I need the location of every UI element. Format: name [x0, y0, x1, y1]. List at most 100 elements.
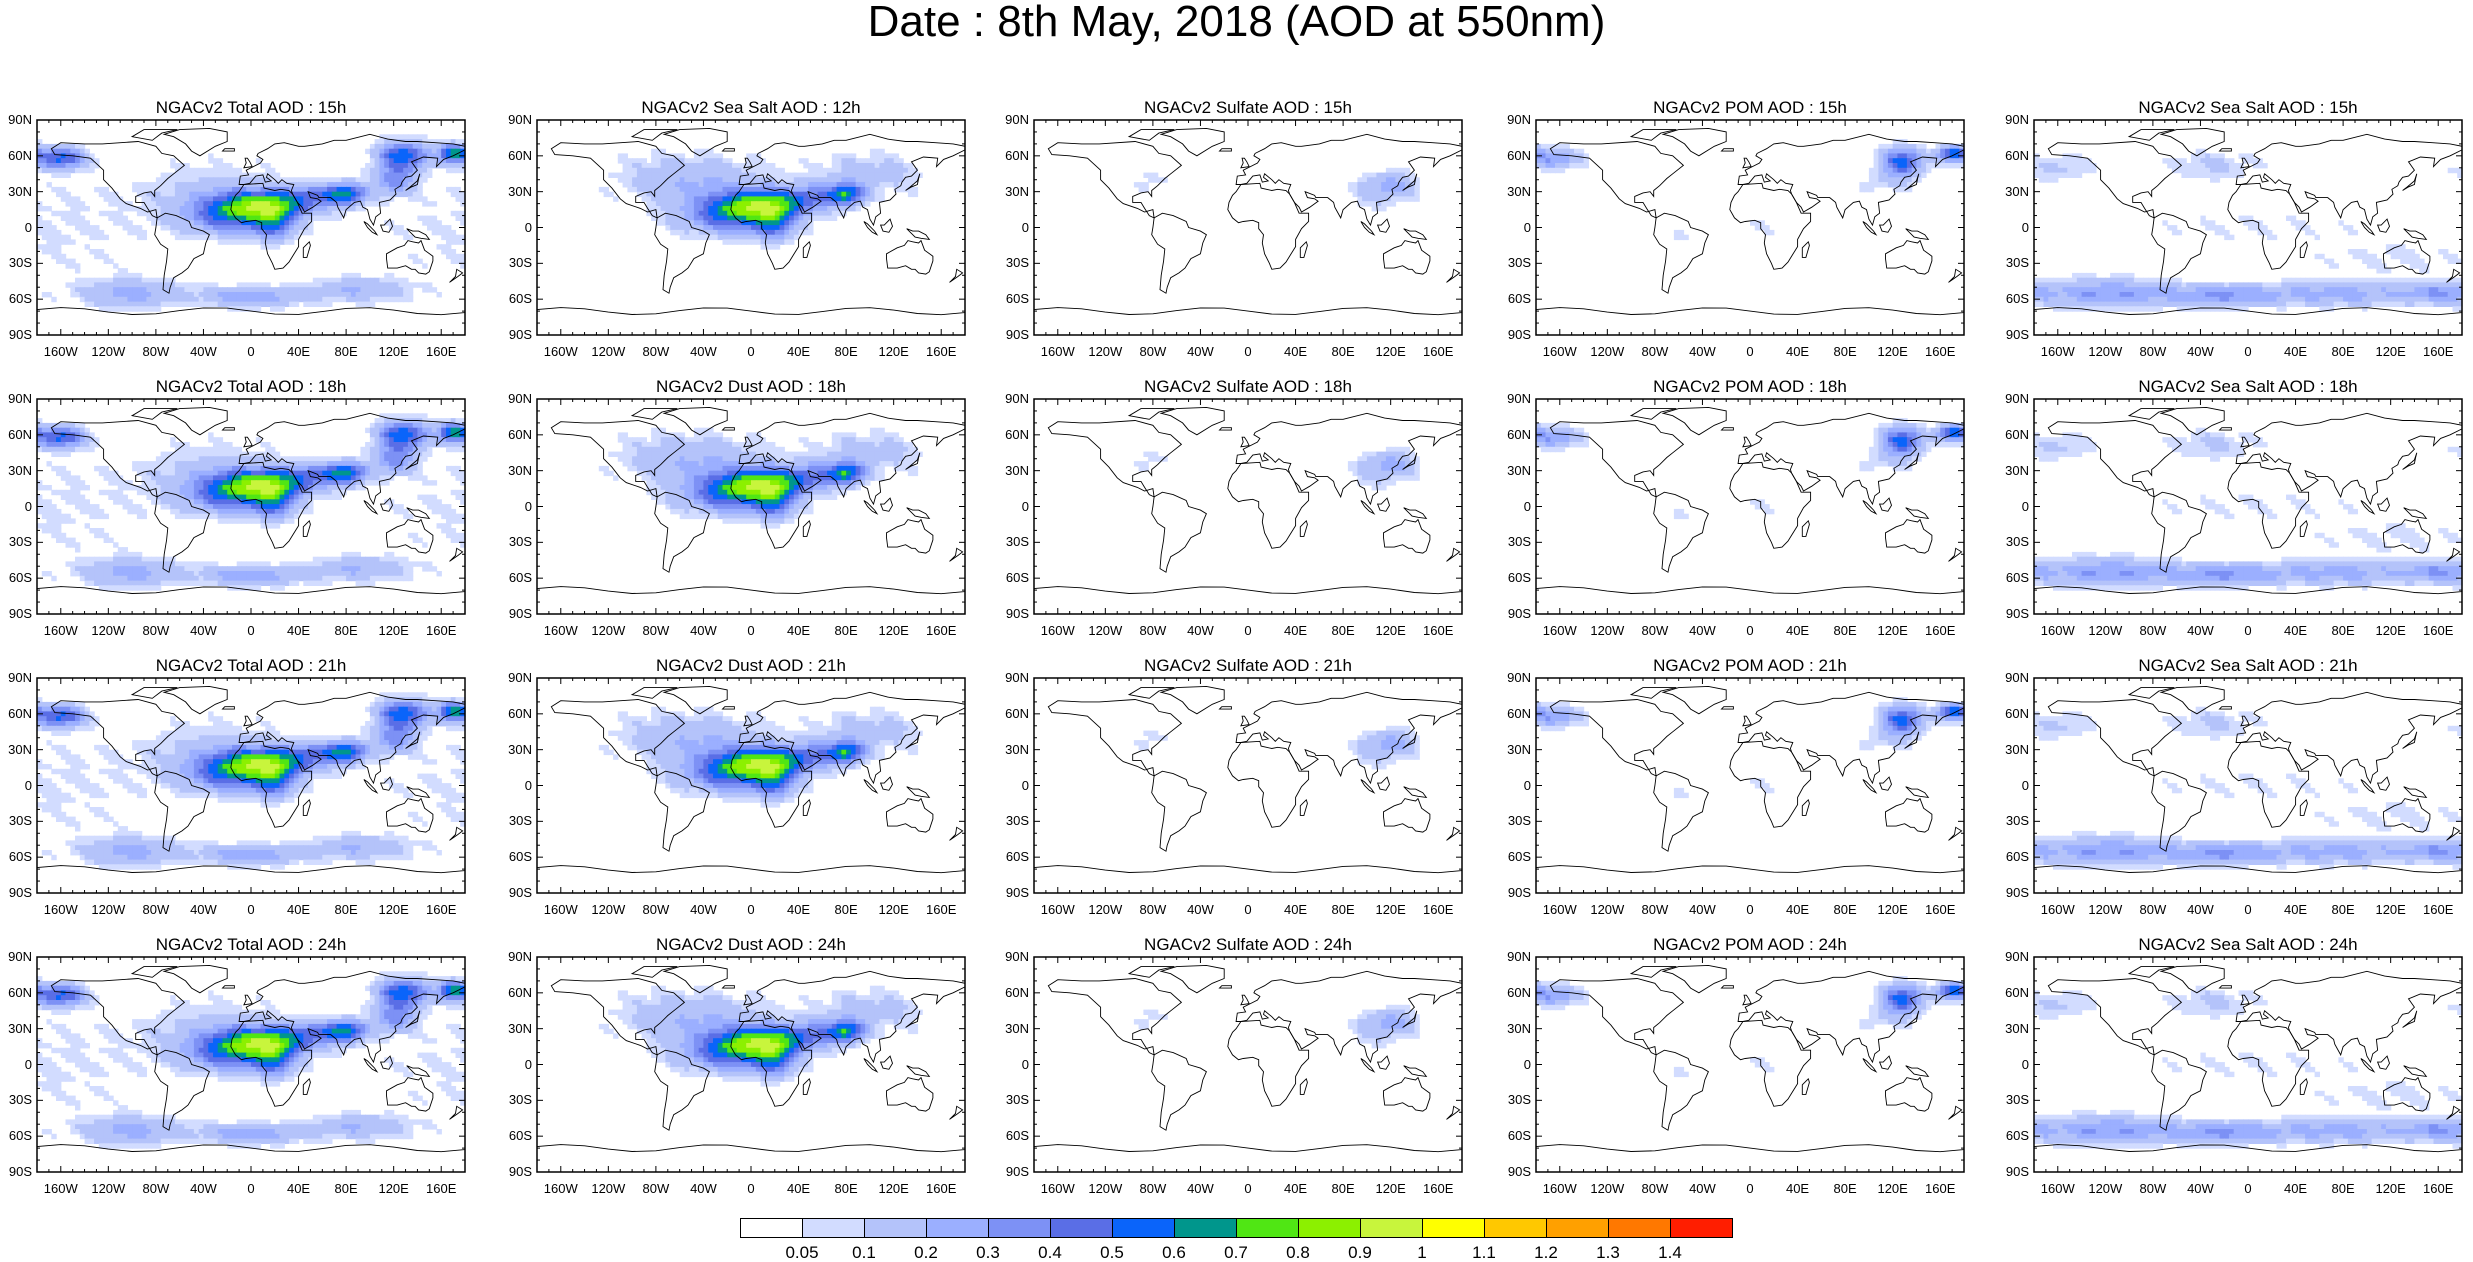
lat-tick-label: 30N [0, 464, 32, 478]
lat-tick-label: 0 [498, 221, 532, 235]
coastline [1949, 827, 1962, 840]
coastline [2048, 700, 2181, 776]
lon-tick-label: 160E [1910, 903, 1970, 917]
lat-tick-label: 60S [498, 571, 532, 585]
lat-tick-label: 0 [0, 221, 32, 235]
lat-tick-label: 30N [0, 743, 32, 757]
coastline [450, 827, 463, 840]
lat-tick-label: 0 [995, 221, 1029, 235]
lat-tick-label: 30N [1995, 464, 2029, 478]
map-frame [1034, 957, 1462, 1172]
lat-tick-label: 90S [0, 886, 32, 900]
lat-tick-label: 60N [0, 986, 32, 1000]
coastline [2404, 1066, 2427, 1077]
coastline [1631, 967, 1676, 978]
lat-tick-label: 90S [1995, 1165, 2029, 1179]
lat-tick-label: 60S [1995, 1129, 2029, 1143]
lat-tick-label: 30S [498, 535, 532, 549]
coastline [244, 716, 252, 726]
antarctica-coastline [1034, 308, 1462, 315]
coastline [244, 437, 252, 447]
coastline [132, 409, 177, 420]
coastline [2048, 142, 2181, 218]
coastline [723, 986, 735, 988]
coastline [2129, 688, 2174, 699]
lat-tick-label: 30S [0, 1093, 32, 1107]
coastline [1447, 548, 1460, 561]
lat-tick-label: 60S [1497, 850, 1531, 864]
aod-map [1034, 957, 1462, 1172]
panel-title: NGACv2 POM AOD : 15h [1536, 98, 1964, 118]
coastline [364, 501, 377, 514]
lat-tick-label: 90S [1497, 607, 1531, 621]
lat-tick-label: 30S [498, 256, 532, 270]
coastline [1802, 521, 1809, 537]
antarctica-coastline [1034, 866, 1462, 873]
coastline [1378, 777, 1390, 790]
aod-field [599, 707, 923, 808]
coastline [2404, 229, 2427, 240]
coastline [164, 128, 227, 155]
colorbar-swatch [1112, 1218, 1175, 1238]
lon-tick-label: 160E [1910, 624, 1970, 638]
coastline [1730, 1020, 1811, 1106]
lat-tick-label: 30N [1497, 464, 1531, 478]
colorbar-label: 0.8 [1273, 1244, 1323, 1262]
lat-tick-label: 90N [995, 671, 1029, 685]
lat-tick-label: 90N [1497, 392, 1531, 406]
coastline [364, 780, 377, 793]
lat-tick-label: 60N [995, 428, 1029, 442]
coastline [1722, 149, 1734, 151]
coastline [1236, 971, 1462, 1062]
coastline [1161, 965, 1224, 992]
lat-tick-label: 30N [995, 743, 1029, 757]
coastline [1722, 986, 1734, 988]
colorbar-label: 0.1 [839, 1244, 889, 1262]
lon-tick-label: 160E [411, 345, 471, 359]
colorbar-swatch [1546, 1218, 1609, 1238]
coastline [364, 222, 377, 235]
lat-tick-label: 30S [1497, 1093, 1531, 1107]
coastline [1863, 501, 1876, 514]
coastline [907, 787, 930, 798]
lat-tick-label: 90N [1995, 950, 2029, 964]
lat-tick-label: 60N [498, 428, 532, 442]
lat-tick-label: 60N [498, 149, 532, 163]
lat-tick-label: 90N [1995, 392, 2029, 406]
lat-tick-label: 90S [995, 328, 1029, 342]
panel-title: NGACv2 Sea Salt AOD : 24h [2034, 935, 2462, 955]
lat-tick-label: 0 [1497, 779, 1531, 793]
lat-tick-label: 60S [1497, 292, 1531, 306]
aod-map [2034, 678, 2462, 893]
lat-tick-label: 90N [995, 113, 1029, 127]
panel-title: NGACv2 POM AOD : 18h [1536, 377, 1964, 397]
coastline [1743, 716, 1751, 726]
lat-tick-label: 90S [0, 607, 32, 621]
lat-tick-label: 0 [498, 1058, 532, 1072]
colorbar-swatch [1608, 1218, 1671, 1238]
aod-map [1536, 399, 1964, 614]
lat-tick-label: 90S [498, 1165, 532, 1179]
lon-tick-label: 160E [1408, 1182, 1468, 1196]
coastline [2378, 498, 2390, 511]
aod-map [2034, 120, 2462, 335]
coastline [1880, 219, 1892, 232]
coastline [2361, 1059, 2374, 1072]
lat-tick-label: 60N [1995, 986, 2029, 1000]
panel-title: NGACv2 Sea Salt AOD : 15h [2034, 98, 2462, 118]
coastline [864, 222, 877, 235]
colorbar-label: 0.6 [1149, 1244, 1199, 1262]
lat-tick-label: 60S [0, 571, 32, 585]
coastline [1663, 965, 1726, 992]
coastline [864, 501, 877, 514]
coastline [1663, 128, 1726, 155]
coastline [1228, 462, 1309, 548]
coastline [2361, 501, 2374, 514]
coastline [1220, 149, 1232, 151]
coastline [2236, 692, 2462, 783]
lat-tick-label: 60S [995, 1129, 1029, 1143]
coastline [1361, 501, 1374, 514]
lat-tick-label: 90S [1497, 328, 1531, 342]
